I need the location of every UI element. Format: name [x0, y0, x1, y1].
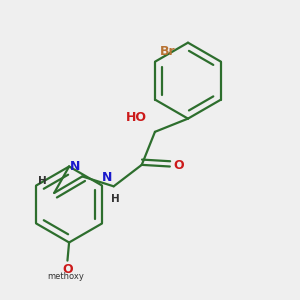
Text: N: N [70, 160, 81, 173]
Text: H: H [38, 176, 47, 186]
Text: N: N [102, 171, 112, 184]
Text: methoxy: methoxy [47, 272, 84, 281]
Text: Br: Br [160, 45, 176, 58]
Text: O: O [62, 263, 73, 276]
Text: HO: HO [126, 111, 147, 124]
Text: O: O [174, 159, 184, 172]
Text: H: H [111, 194, 120, 204]
